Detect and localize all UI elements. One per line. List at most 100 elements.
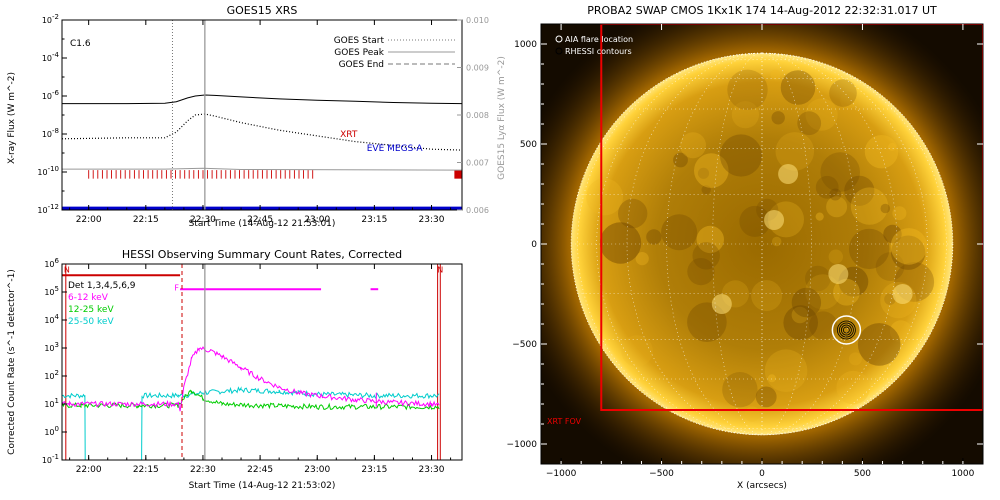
hessi-ytick-label: 100: [44, 425, 59, 437]
swap-image: XRT FOV AIA flare location RHESSI contou…: [541, 24, 983, 464]
swap-texture-blob: [755, 386, 777, 408]
hessi-title: HESSI Observing Summary Count Rates, Cor…: [122, 248, 402, 261]
swap-texture-blob: [840, 91, 858, 109]
hessi-flag-n: N: [64, 265, 70, 274]
swap-texture-blob: [889, 320, 913, 343]
swap-texture-blob: [764, 349, 808, 393]
swap-texture-blob: [828, 249, 843, 264]
swap-flare-markers: [831, 315, 862, 345]
swap-legend: AIA flare location RHESSI contours: [555, 35, 633, 56]
swap-texture-blob: [771, 236, 782, 247]
hessi-xtick-label: 23:15: [361, 465, 387, 475]
swap-heliographic-grid: [571, 52, 953, 436]
legend-aia-symbol: [555, 35, 563, 43]
swap-axes: −1000 −500 0 500 1000 1000 500 0 −500 −1000: [507, 24, 983, 479]
swap-texture-blob: [739, 205, 771, 237]
swap-texture-blob: [820, 152, 860, 192]
swap-texture-blob: [727, 69, 768, 111]
swap-texture-blob: [849, 228, 890, 270]
goes-xtick-label: 23:15: [361, 215, 387, 225]
swap-texture-blob: [844, 175, 875, 206]
swap-texture-blob: [833, 278, 860, 306]
hessi-xtick-label: 22:45: [247, 465, 273, 475]
hessi-series-12-25-kev: [62, 389, 440, 411]
swap-texture-blob: [692, 242, 720, 270]
hessi-xtick-label: 23:00: [304, 465, 330, 475]
goes-ytick-right-label: 0.009: [466, 64, 489, 73]
hessi-plot-frame: [61, 263, 463, 461]
hessi-ytick-label: 101: [44, 397, 59, 409]
swap-texture-blob: [892, 206, 907, 221]
goes-series-0: [62, 94, 462, 105]
swap-texture-blob: [618, 198, 648, 229]
goes-xtick-label: 22:00: [76, 215, 102, 225]
swap-xtick-label: −500: [649, 469, 674, 479]
hessi-xtick-label: 22:00: [76, 465, 102, 475]
swap-texture-blob: [815, 212, 824, 221]
swap-texture-blob: [890, 228, 928, 265]
goes-xrs-panel: GOES15 XRS XRT EVE MEGS-A 22:00 22:15 22:30…: [7, 4, 507, 229]
swap-texture-blob: [829, 188, 842, 201]
rhessi-contour: [842, 326, 850, 334]
swap-texture-blob: [621, 335, 653, 367]
goes-legend-start: GOES Start: [334, 36, 385, 46]
swap-texture-blob: [875, 252, 905, 281]
swap-title: PROBA2 SWAP CMOS 1Kx1K 174 14-Aug-2012 2…: [587, 4, 937, 17]
swap-grid-longitude: [761, 52, 928, 436]
hessi-xtick-label: 22:15: [133, 465, 159, 475]
swap-ytick-label: −1000: [507, 440, 538, 450]
hessi-xlabel: Start Time (14-Aug-12 21:53:02): [189, 481, 336, 491]
hessi-xtick-label: 22:30: [190, 465, 216, 475]
swap-texture-blob: [646, 229, 662, 245]
goes-ytick-right-label: 0.010: [466, 16, 489, 25]
swap-texture-blob: [880, 203, 891, 214]
swap-texture-blob: [661, 214, 698, 251]
swap-limb-circle: [570, 52, 954, 436]
xrt-fov-label: XRT FOV: [547, 417, 582, 426]
hessi-xtick-label: 23:30: [419, 465, 445, 475]
hessi-legend-12-25: 12-25 keV: [68, 305, 114, 315]
goes-ytick-label: 10-8: [42, 127, 59, 139]
hessi-legend-6-12: 6-12 keV: [68, 293, 109, 303]
goes-ylabel: X-ray Flux (W m^-2): [7, 72, 17, 164]
hessi-series-6-12-kev: [62, 346, 440, 412]
hessi-legend-25-50: 25-50 keV: [68, 317, 114, 327]
goes-series-2: [62, 167, 462, 171]
goes-ytick-label: 10-12: [37, 203, 59, 215]
swap-texture-blob: [805, 265, 831, 292]
swap-texture-blob: [826, 196, 848, 218]
goes-end-block: [454, 170, 462, 179]
swap-grid-longitude: [596, 52, 763, 436]
swap-ytick-label: 0: [531, 240, 537, 250]
swap-texture-blob: [722, 372, 758, 408]
swap-texture-blob: [767, 374, 776, 383]
swap-ytick-label: 1000: [514, 40, 537, 50]
goes-label-eve-megs-a: EVE MEGS-A: [367, 144, 424, 154]
goes-ytick-label: 10-6: [42, 89, 60, 101]
goes-ytick-right-label: 0.008: [466, 111, 489, 120]
legend-rhessi-symbol: [555, 47, 563, 55]
swap-texture-blob: [744, 406, 760, 422]
swap-xtick-label: 0: [759, 469, 765, 479]
hessi-detectors: Det 1,3,4,5,6,9: [68, 281, 136, 291]
swap-texture-blob: [635, 252, 649, 266]
swap-texture-blob: [599, 222, 642, 264]
swap-texture-blob: [829, 79, 857, 107]
swap-xtick-label: 500: [854, 469, 871, 479]
hessi-legend: Det 1,3,4,5,6,9 6-12 keV 12-25 keV 25-50…: [68, 281, 136, 327]
swap-texture-blob: [815, 175, 839, 199]
legend-rhessi-label: RHESSI contours: [565, 47, 632, 56]
swap-texture-blob: [673, 152, 688, 168]
swap-texture-blob: [687, 258, 715, 286]
goes-legend-end: GOES End: [339, 60, 384, 70]
hessi-ytick-label: 103: [44, 341, 59, 353]
swap-texture-blob: [783, 305, 818, 340]
swap-texture-blob: [791, 306, 809, 324]
goes-xtick-label: 22:15: [133, 215, 159, 225]
swap-texture-blob: [850, 187, 889, 225]
goes-xtick-label: 22:45: [247, 215, 273, 225]
hessi-panel: HESSI Observing Summary Count Rates, Cor…: [7, 248, 463, 491]
swap-texture-blob: [719, 134, 763, 177]
swap-ytick-label: −500: [512, 340, 537, 350]
goes-xtick-label: 22:30: [190, 215, 216, 225]
